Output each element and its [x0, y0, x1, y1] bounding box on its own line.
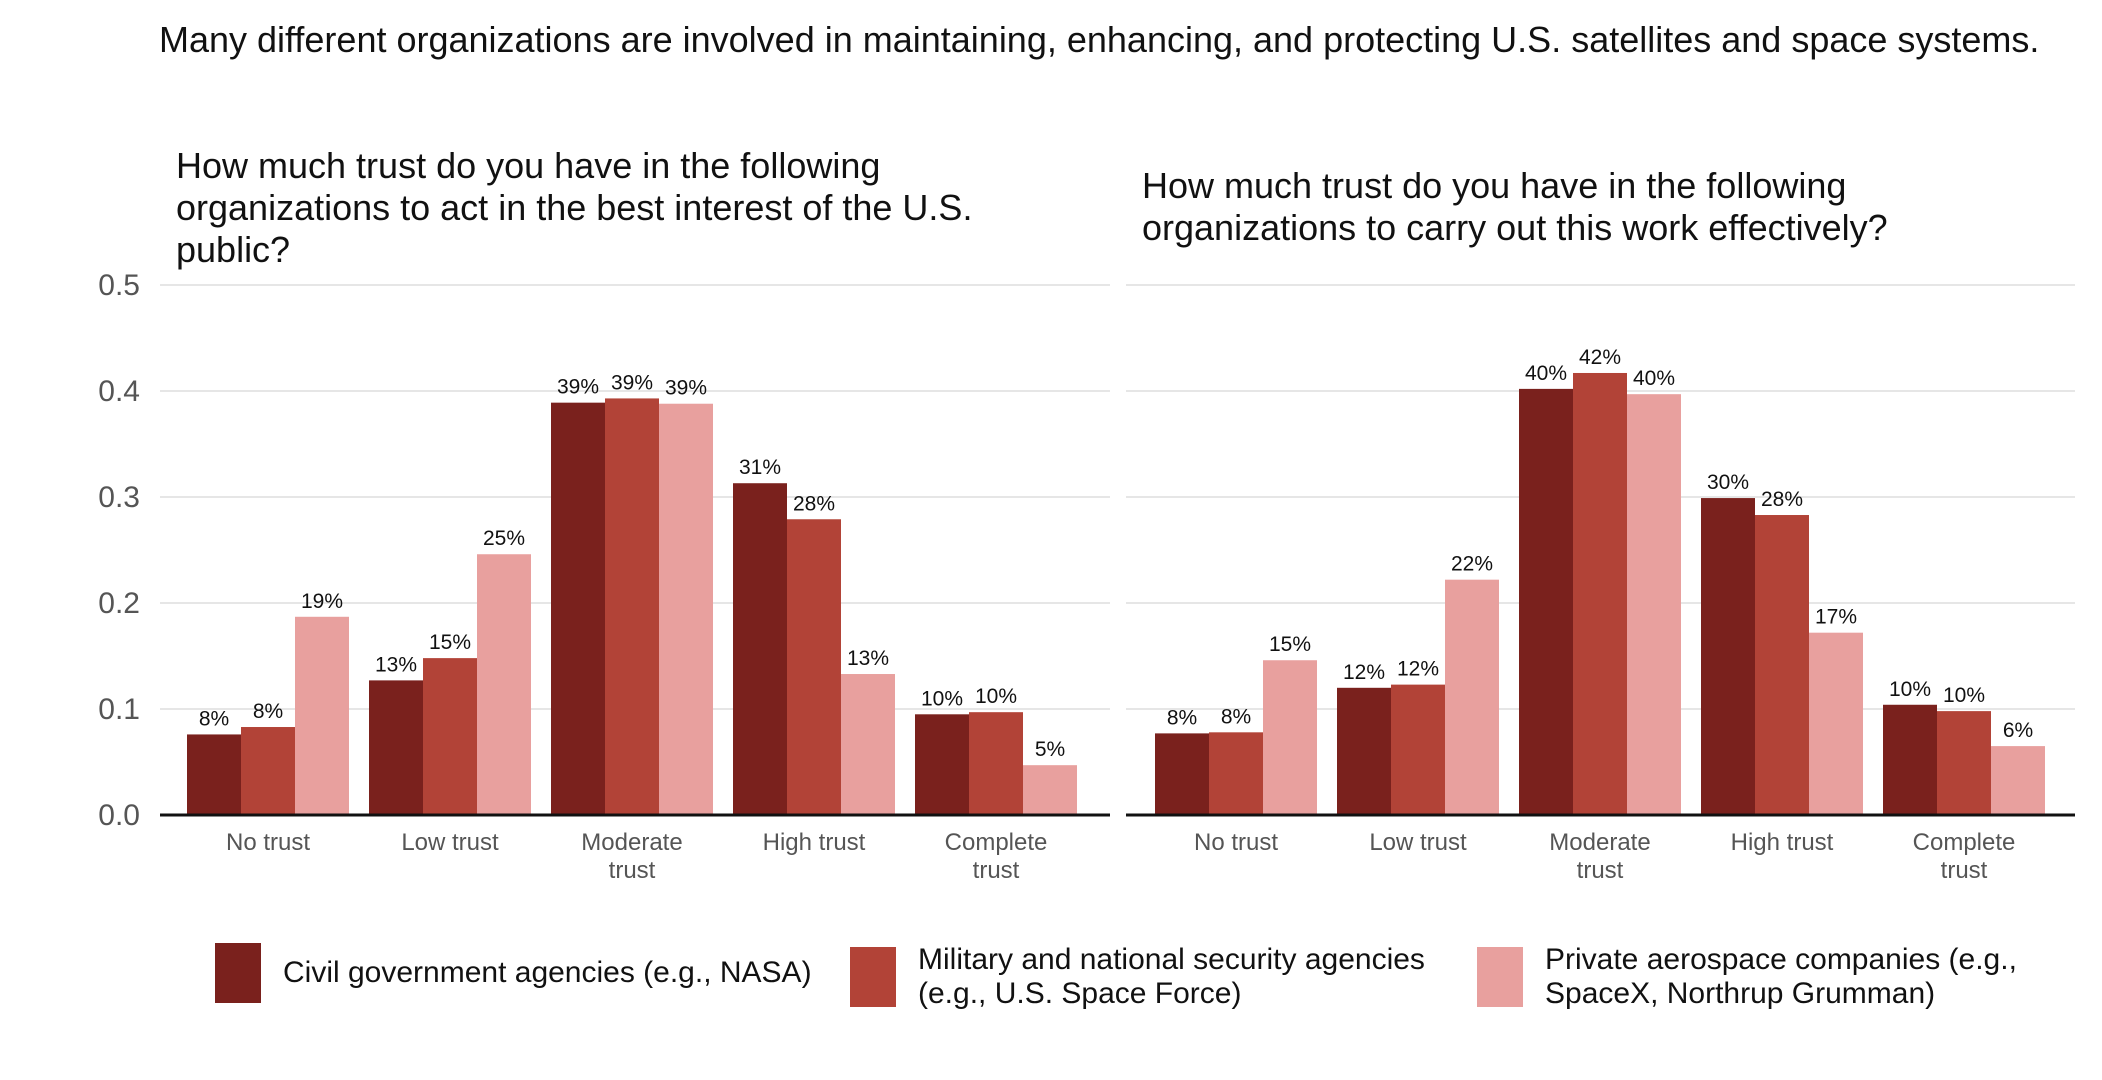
data-label: 40% — [1633, 367, 1675, 390]
data-label: 10% — [1943, 684, 1985, 707]
x-tick-label: Moderate trust — [581, 829, 682, 884]
legend-item-private: Private aerospace companies (e.g., Space… — [1477, 943, 2017, 1011]
bar — [1155, 733, 1209, 815]
legend-swatch-military — [850, 947, 896, 1007]
y-tick-label: 0.4 — [98, 375, 140, 408]
bar — [1937, 711, 1991, 815]
x-tick-label: Low trust — [401, 829, 499, 856]
data-label: 8% — [1221, 705, 1251, 728]
data-label: 28% — [793, 492, 835, 515]
x-tick-label: High trust — [1731, 829, 1834, 856]
bar — [295, 616, 349, 815]
bar — [605, 398, 659, 815]
y-tick-label: 0.5 — [98, 269, 140, 302]
legend-swatch-private — [1477, 947, 1523, 1007]
bar — [1755, 515, 1809, 815]
chart-main-title: Many different organizations are involve… — [159, 19, 2040, 60]
bar — [787, 519, 841, 815]
data-label: 30% — [1707, 471, 1749, 494]
data-label: 10% — [1889, 678, 1931, 701]
bar — [1209, 732, 1263, 815]
bar — [969, 712, 1023, 815]
bar — [477, 554, 531, 815]
bar — [1627, 394, 1681, 815]
bar — [1337, 687, 1391, 815]
bar — [1573, 372, 1627, 815]
bar — [1263, 660, 1317, 815]
bar — [1883, 704, 1937, 815]
x-tick-label: Complete trust — [1913, 829, 2016, 884]
data-label: 8% — [253, 700, 283, 723]
legend-label-private: Private aerospace companies (e.g., Space… — [1545, 943, 2017, 1010]
bar — [241, 727, 295, 815]
data-label: 40% — [1525, 362, 1567, 385]
panel-title-right: How much trust do you have in the follow… — [1142, 165, 1888, 248]
data-label: 13% — [847, 647, 889, 670]
bar — [551, 402, 605, 815]
data-label: 10% — [921, 687, 963, 710]
data-label: 28% — [1761, 488, 1803, 511]
x-tick-label: Moderate trust — [1549, 829, 1650, 884]
bar — [841, 674, 895, 815]
data-label: 39% — [611, 371, 653, 394]
bar — [915, 714, 969, 815]
bar — [1991, 746, 2045, 815]
bar — [1519, 388, 1573, 815]
x-tick-label: No trust — [226, 829, 310, 856]
legend-item-civil: Civil government agencies (e.g., NASA) — [215, 943, 812, 1003]
legend-label-civil: Civil government agencies (e.g., NASA) — [283, 956, 812, 989]
legend-swatch-civil — [215, 943, 261, 1003]
x-tick-label: Low trust — [1369, 829, 1467, 856]
chart-legend: Civil government agencies (e.g., NASA) M… — [0, 935, 2102, 1035]
bar — [659, 403, 713, 815]
bar — [1701, 498, 1755, 815]
bar — [369, 680, 423, 815]
data-label: 8% — [199, 707, 229, 730]
x-tick-label: Complete trust — [945, 829, 1048, 884]
bar — [733, 483, 787, 815]
data-label: 39% — [557, 376, 599, 399]
data-label: 19% — [301, 590, 343, 613]
data-label: 39% — [665, 377, 707, 400]
data-label: 5% — [1035, 738, 1065, 761]
data-label: 22% — [1451, 553, 1493, 576]
data-label: 12% — [1343, 661, 1385, 684]
bar-chart: 0.0 0.1 0.2 0.3 0.4 0.5 8% 13% 39% 31% 10% 8% 15% 39%… — [98, 269, 2075, 884]
data-label: 8% — [1167, 706, 1197, 729]
y-tick-label: 0.3 — [98, 481, 140, 514]
data-label: 13% — [375, 653, 417, 676]
data-label: 10% — [975, 685, 1017, 708]
data-label: 25% — [483, 527, 525, 550]
bar — [423, 658, 477, 815]
bar — [187, 734, 241, 815]
bar — [1023, 765, 1077, 815]
legend-item-military: Military and national security agencies … — [850, 943, 1425, 1011]
bar — [1809, 632, 1863, 815]
x-tick-label: No trust — [1194, 829, 1278, 856]
data-label: 42% — [1579, 346, 1621, 369]
x-tick-label: High trust — [763, 829, 866, 856]
y-tick-label: 0.0 — [98, 799, 140, 832]
panel-title-left: How much trust do you have in the follow… — [176, 145, 973, 270]
data-label: 17% — [1815, 606, 1857, 629]
bar — [1445, 579, 1499, 815]
legend-label-military: Military and national security agencies … — [918, 943, 1425, 1010]
y-tick-label: 0.2 — [98, 587, 140, 620]
data-label: 31% — [739, 456, 781, 479]
bar — [1391, 684, 1445, 815]
data-label: 12% — [1397, 658, 1439, 681]
y-tick-label: 0.1 — [98, 693, 140, 726]
data-label: 15% — [1269, 633, 1311, 656]
data-label: 15% — [429, 631, 471, 654]
data-label: 6% — [2003, 719, 2033, 742]
